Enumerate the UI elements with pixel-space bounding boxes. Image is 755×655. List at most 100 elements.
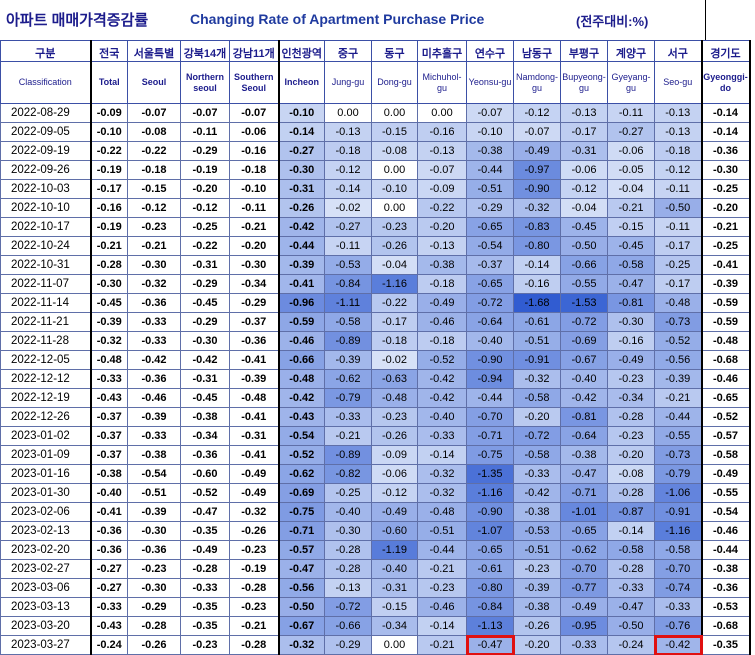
value-cell: -0.09 bbox=[417, 179, 467, 199]
value-cell: -0.50 bbox=[560, 236, 608, 256]
value-cell: -0.18 bbox=[417, 274, 467, 294]
value-cell: -0.21 bbox=[607, 198, 655, 218]
value-cell: -0.57 bbox=[277, 540, 325, 560]
value-cell: -0.42 bbox=[653, 634, 703, 655]
value-cell: -0.02 bbox=[324, 198, 372, 218]
value-cell: -0.41 bbox=[700, 255, 751, 275]
value-cell: -0.72 bbox=[324, 597, 372, 617]
value-cell: -0.81 bbox=[560, 407, 608, 427]
value-cell: -0.08 bbox=[127, 122, 181, 142]
value-cell: -0.36 bbox=[180, 445, 230, 465]
value-cell: -0.09 bbox=[371, 445, 418, 465]
value-cell: -0.40 bbox=[560, 369, 608, 389]
value-cell: -0.46 bbox=[127, 388, 181, 408]
value-cell: -0.25 bbox=[324, 483, 372, 503]
value-cell: -0.24 bbox=[89, 635, 128, 655]
value-cell: -0.37 bbox=[89, 407, 128, 427]
column-header-en: Seoul bbox=[127, 61, 181, 104]
date-cell: 2023-02-20 bbox=[0, 540, 91, 560]
value-cell: -0.16 bbox=[229, 141, 279, 161]
value-cell: -0.37 bbox=[89, 426, 128, 446]
table-row: 2022-10-10 -0.16 -0.12 -0.12 -0.11 -0.26 -0.02… bbox=[0, 198, 751, 218]
value-cell: -0.35 bbox=[180, 597, 230, 617]
value-cell: -0.32 bbox=[277, 635, 325, 655]
value-cell: -0.28 bbox=[89, 255, 128, 275]
column-header-en: Classification bbox=[0, 61, 91, 104]
column-header-ko: 서구 bbox=[654, 40, 702, 62]
value-cell: -0.62 bbox=[277, 464, 325, 484]
value-cell: -0.42 bbox=[127, 350, 181, 370]
value-cell: -0.07 bbox=[180, 103, 230, 123]
value-cell: -0.42 bbox=[417, 388, 467, 408]
value-cell: -0.26 bbox=[371, 236, 418, 256]
value-cell: -0.46 bbox=[417, 597, 467, 617]
unit-label: (전주대비:%) bbox=[576, 14, 649, 29]
value-cell: -0.23 bbox=[180, 635, 230, 655]
value-cell: -0.33 bbox=[417, 426, 467, 446]
value-cell: -0.14 bbox=[417, 616, 467, 636]
value-cell: -0.31 bbox=[180, 369, 230, 389]
value-cell: -0.48 bbox=[417, 502, 467, 522]
value-cell: -0.28 bbox=[607, 407, 655, 427]
value-cell: -0.30 bbox=[277, 160, 325, 180]
value-cell: -0.13 bbox=[417, 141, 467, 161]
value-cell: -0.68 bbox=[700, 350, 751, 370]
value-cell: -0.10 bbox=[229, 179, 279, 199]
table-row: 2022-11-28 -0.32 -0.33 -0.30 -0.36 -0.46 -0.89… bbox=[0, 331, 751, 351]
table-row: 2023-03-13 -0.33 -0.29 -0.35 -0.23 -0.50 -0.72… bbox=[0, 597, 751, 617]
value-cell: -0.06 bbox=[560, 160, 608, 180]
value-cell: -0.31 bbox=[560, 141, 608, 161]
date-cell: 2022-08-29 bbox=[0, 103, 91, 123]
date-cell: 2023-03-20 bbox=[0, 616, 91, 636]
title-bar: 아파트 매매가격증감률 Changing Rate of Apartment P… bbox=[0, 0, 755, 40]
column-header-ko: 경기도 bbox=[700, 40, 751, 62]
value-cell: -0.47 bbox=[180, 502, 230, 522]
header-row-english: Classification Total Seoul Northern seoul So… bbox=[0, 61, 751, 104]
value-cell: -0.50 bbox=[277, 597, 325, 617]
value-cell: -0.14 bbox=[700, 103, 751, 123]
column-header-ko: 동구 bbox=[371, 40, 418, 62]
value-cell: -0.34 bbox=[607, 388, 655, 408]
value-cell: -0.46 bbox=[700, 369, 751, 389]
value-cell: -1.13 bbox=[466, 616, 514, 636]
value-cell: -0.22 bbox=[180, 236, 230, 256]
value-cell: -0.36 bbox=[700, 141, 751, 161]
value-cell: -0.14 bbox=[513, 255, 561, 275]
value-cell: -0.30 bbox=[700, 160, 751, 180]
value-cell: -0.20 bbox=[700, 198, 751, 218]
column-header-en: Dong-gu bbox=[371, 61, 418, 104]
value-cell: -0.51 bbox=[513, 540, 561, 560]
value-cell: -0.55 bbox=[700, 483, 751, 503]
table-row: 2023-01-16 -0.38 -0.54 -0.60 -0.49 -0.62 -0.82… bbox=[0, 464, 751, 484]
value-cell: 0.00 bbox=[371, 103, 418, 123]
value-cell: -0.46 bbox=[277, 331, 325, 351]
value-cell: -1.53 bbox=[560, 293, 608, 313]
value-cell: -0.44 bbox=[277, 236, 325, 256]
value-cell: -0.64 bbox=[466, 312, 514, 332]
value-cell: -0.40 bbox=[371, 559, 418, 579]
value-cell: -0.60 bbox=[180, 464, 230, 484]
date-cell: 2022-10-17 bbox=[0, 217, 91, 237]
table-row: 2022-08-29 -0.09 -0.07 -0.07 -0.07 -0.10 0.00 0… bbox=[0, 103, 751, 123]
date-cell: 2023-01-02 bbox=[0, 426, 91, 446]
value-cell: -0.31 bbox=[180, 255, 230, 275]
value-cell: -0.21 bbox=[700, 217, 751, 237]
value-cell: -0.49 bbox=[229, 483, 279, 503]
value-cell: -0.52 bbox=[180, 483, 230, 503]
value-cell: -0.06 bbox=[229, 122, 279, 142]
value-cell: -0.21 bbox=[654, 388, 702, 408]
value-cell: -0.08 bbox=[607, 464, 655, 484]
value-cell: -0.21 bbox=[417, 635, 467, 655]
value-cell: -0.69 bbox=[560, 331, 608, 351]
value-cell: -0.48 bbox=[277, 369, 325, 389]
value-cell: -0.41 bbox=[277, 274, 325, 294]
value-cell: -0.30 bbox=[324, 521, 372, 541]
value-cell: -0.17 bbox=[89, 179, 128, 199]
date-cell: 2022-12-12 bbox=[0, 369, 91, 389]
value-cell: -0.28 bbox=[607, 559, 655, 579]
column-header-ko: 미추홀구 bbox=[417, 40, 467, 62]
value-cell: -0.35 bbox=[700, 635, 751, 655]
date-cell: 2023-03-27 bbox=[0, 635, 91, 655]
value-cell: -0.41 bbox=[229, 350, 279, 370]
table-row: 2023-02-13 -0.36 -0.30 -0.35 -0.26 -0.71 -0.30… bbox=[0, 521, 751, 541]
